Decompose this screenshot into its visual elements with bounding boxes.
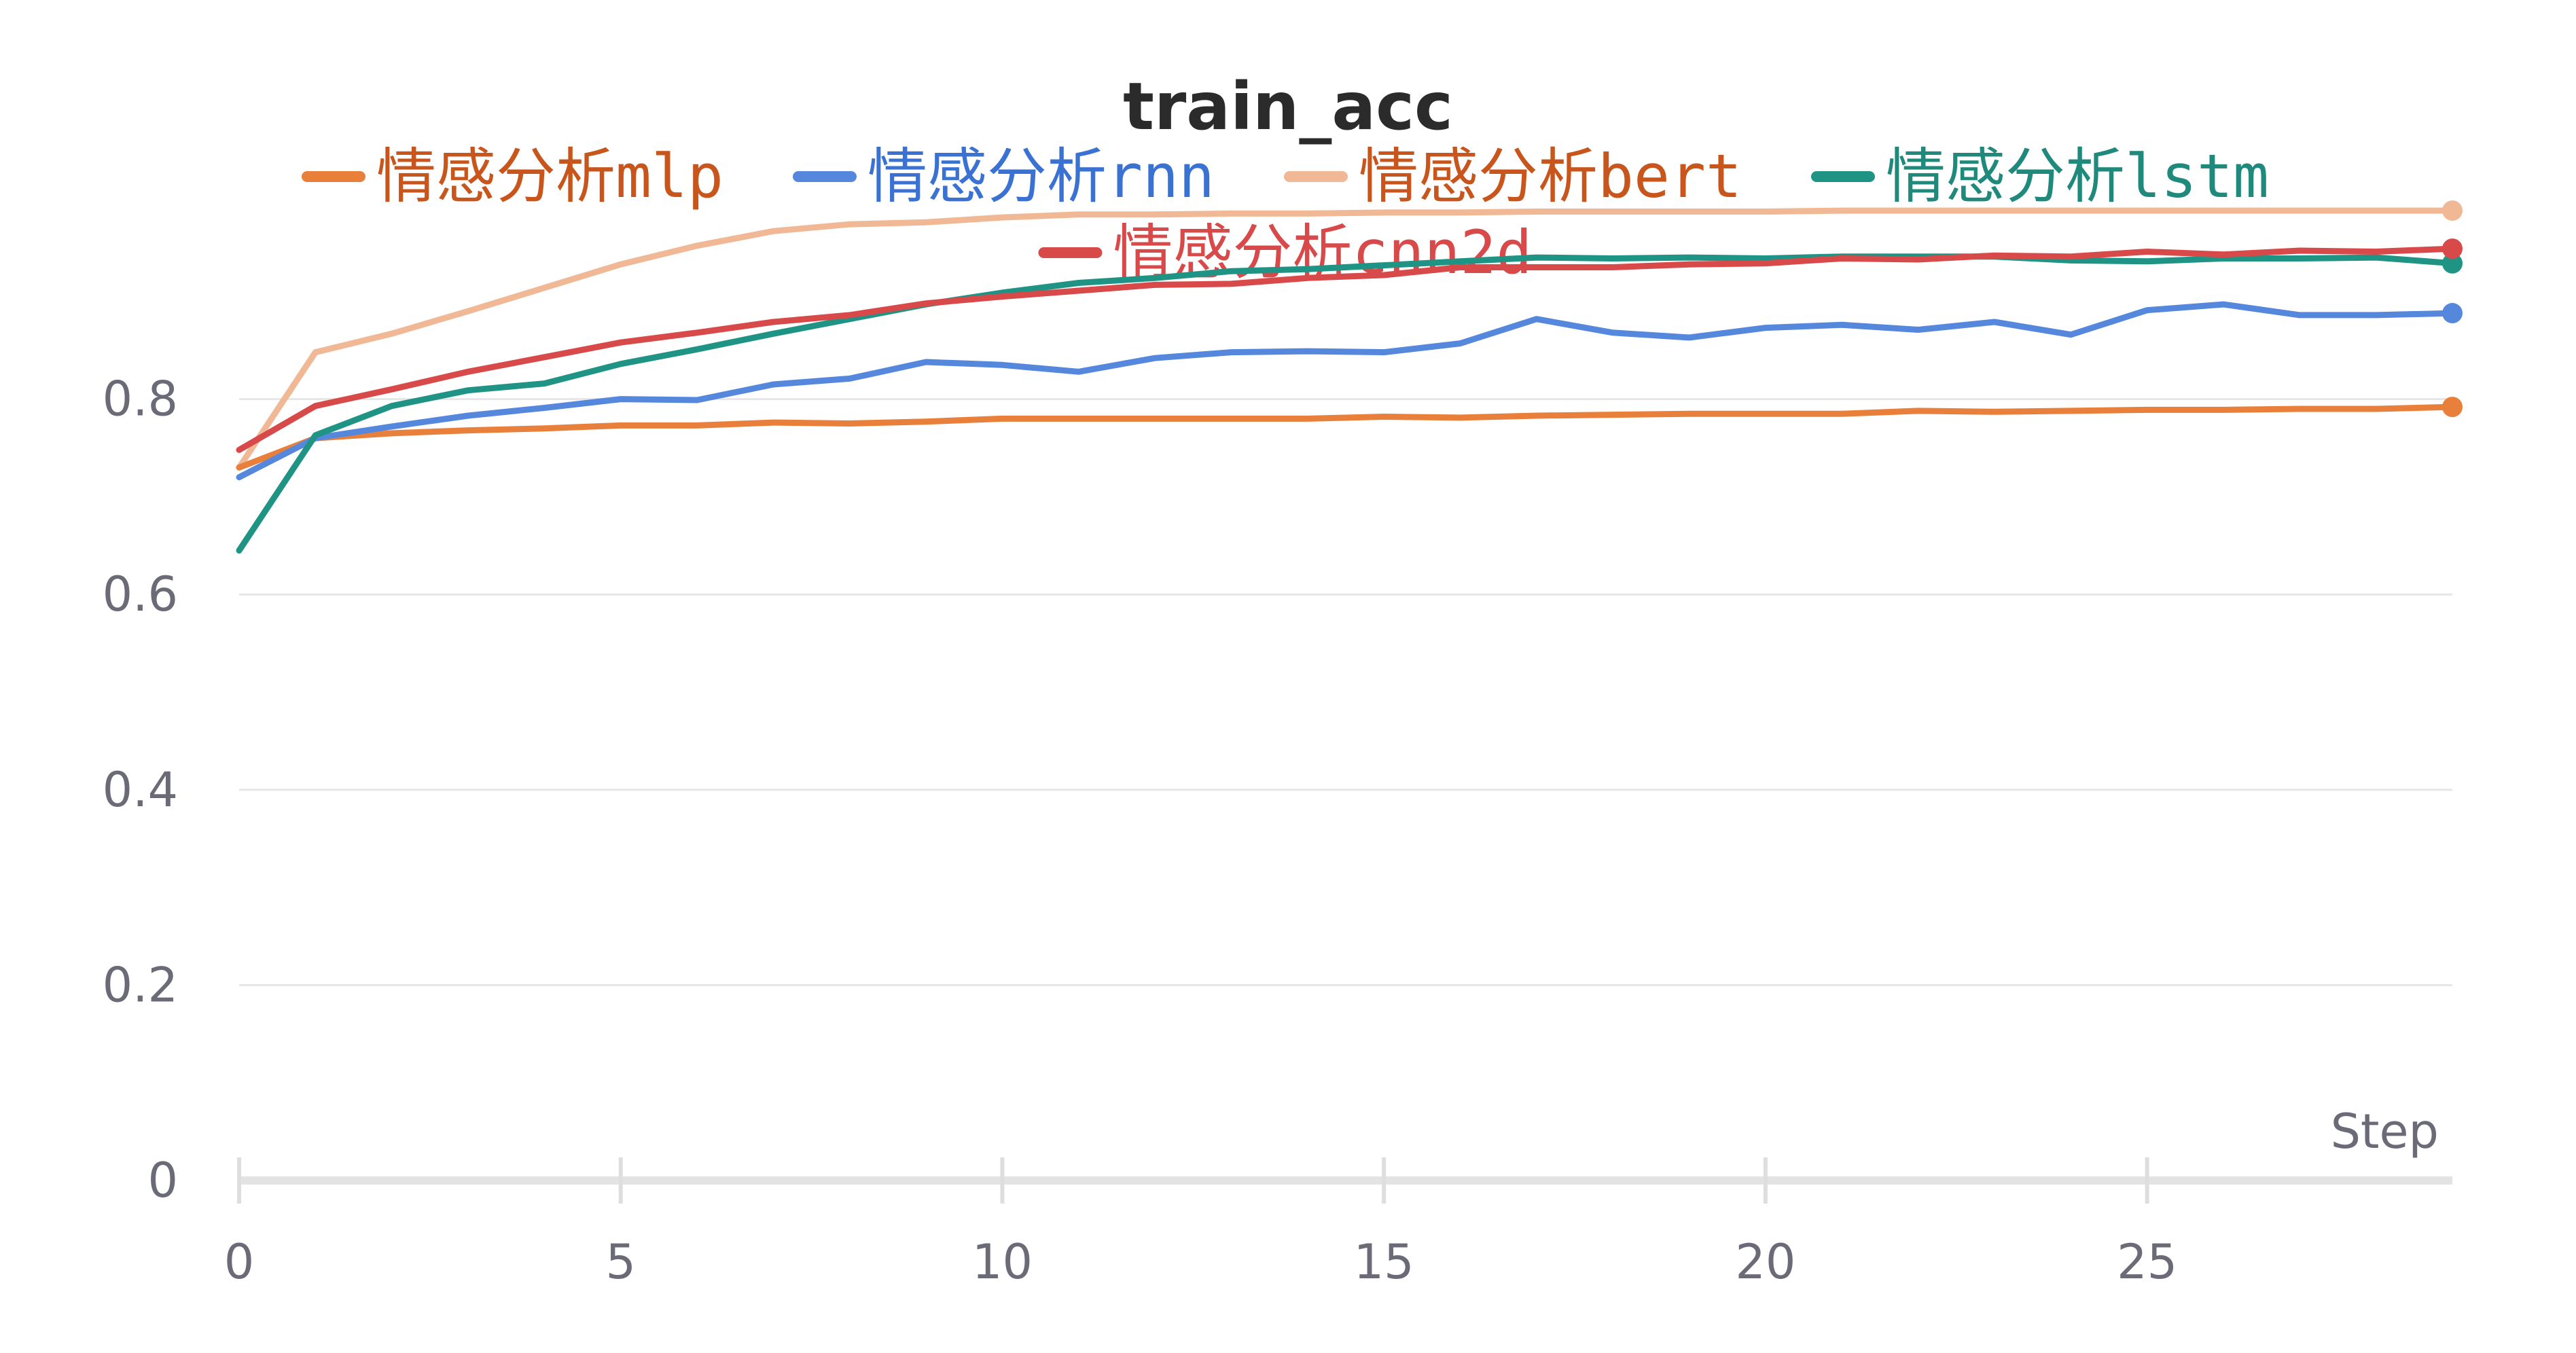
- legend-label-3: 情感分析lstm: [1886, 141, 2269, 211]
- series-line-3: [236, 253, 2456, 554]
- x-tick-label: 25: [2117, 1234, 2177, 1290]
- y-tick-label: 0: [147, 1153, 178, 1208]
- series-lines: [236, 207, 2456, 554]
- y-tick-label: 0.6: [103, 566, 178, 622]
- x-tick-label: 10: [972, 1234, 1033, 1290]
- x-axis-label: Step: [2331, 1104, 2439, 1159]
- legend-label-0: 情感分析mlp: [376, 141, 723, 211]
- x-tick-label: 0: [224, 1234, 255, 1290]
- series-endpoint-3: [2442, 253, 2463, 274]
- y-tick-label: 0.8: [103, 372, 178, 427]
- series-line-1: [236, 301, 2456, 481]
- series-endpoint-2: [2442, 200, 2463, 221]
- legend-label-2: 情感分析bert: [1359, 141, 1742, 211]
- series-line-2: [236, 207, 2456, 471]
- x-tick-label: 5: [605, 1234, 636, 1290]
- x-tick-label: 15: [1354, 1234, 1414, 1290]
- y-tick-label: 0.4: [103, 762, 178, 818]
- legend-label-1: 情感分析rnn: [867, 141, 1215, 211]
- chart-title: train_acc: [1123, 69, 1453, 145]
- y-axis: 0 0.2 0.4 0.6 0.8: [103, 372, 178, 1208]
- y-tick-label: 0.2: [103, 957, 178, 1013]
- series-endpoint-4: [2442, 238, 2463, 259]
- x-tick-label: 20: [1735, 1234, 1795, 1290]
- x-axis: 0 5 10 15 20 25: [224, 1157, 2452, 1290]
- series-endpoint-0: [2442, 397, 2463, 418]
- series-line-4: [236, 245, 2456, 453]
- grid-lines: [239, 398, 2452, 986]
- series-endpoint-1: [2442, 303, 2463, 324]
- series-endpoints: [2442, 200, 2463, 418]
- series-line-0: [236, 403, 2456, 471]
